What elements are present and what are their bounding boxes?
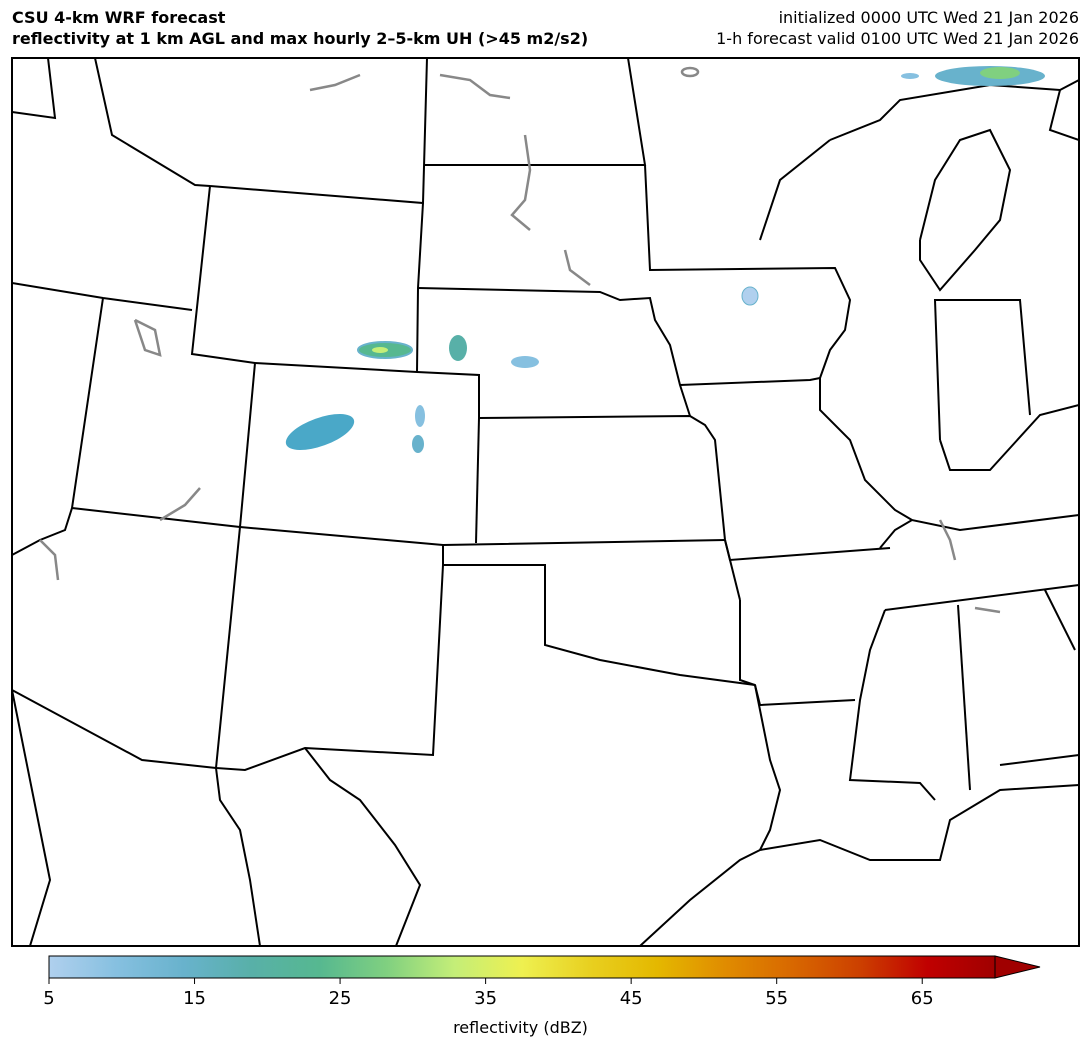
- title-line1: CSU 4-km WRF forecast: [12, 8, 226, 27]
- map-frame: [11, 57, 1080, 947]
- colorbar-tick-label: 65: [910, 988, 934, 1009]
- colorbar-label: reflectivity (dBZ): [453, 1018, 588, 1037]
- colorbar-tick-label: 15: [183, 988, 206, 1009]
- title-line2: reflectivity at 1 km AGL and max hourly …: [12, 29, 589, 48]
- colorbar-tick-label: 35: [474, 988, 498, 1009]
- colorbar-tick-label: 45: [619, 988, 643, 1009]
- reflectivity-field: [285, 66, 1045, 453]
- lakes-rivers: [39, 66, 1001, 614]
- state-boundaries: [12, 58, 1079, 946]
- valid-time: 1-h forecast valid 0100 UTC Wed 21 Jan 2…: [716, 29, 1079, 48]
- colorbar-tick-label: 55: [765, 988, 789, 1009]
- colorbar-gradient: [48, 955, 996, 979]
- colorbar-tick-label: 5: [43, 988, 55, 1009]
- init-time: initialized 0000 UTC Wed 21 Jan 2026: [778, 8, 1079, 27]
- colorbar: [48, 955, 1041, 984]
- colorbar-extend-arrow: [994, 955, 1041, 979]
- colorbar-tick-label: 25: [328, 988, 352, 1009]
